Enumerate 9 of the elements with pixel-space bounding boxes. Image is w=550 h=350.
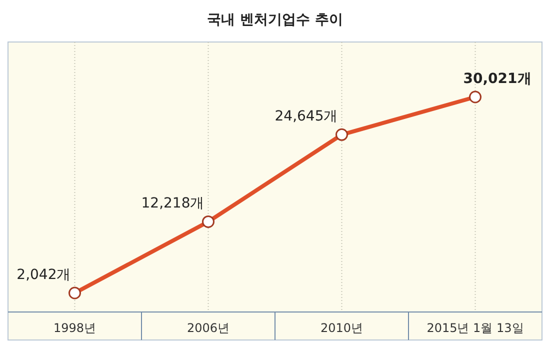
data-label: 12,218개 [141, 196, 204, 212]
data-label: 30,021개 [463, 71, 532, 87]
x-tick-label: 1998년 [53, 321, 96, 335]
data-label: 24,645개 [274, 108, 338, 125]
x-tick-label: 2010년 [320, 321, 364, 335]
chart-title: 국내 벤처기업수 추이 [207, 12, 343, 28]
x-tick-label: 2006년 [186, 321, 230, 335]
x-tick-label: 2015년 1월 13일 [426, 321, 524, 335]
data-label: 2,042개 [16, 267, 71, 283]
